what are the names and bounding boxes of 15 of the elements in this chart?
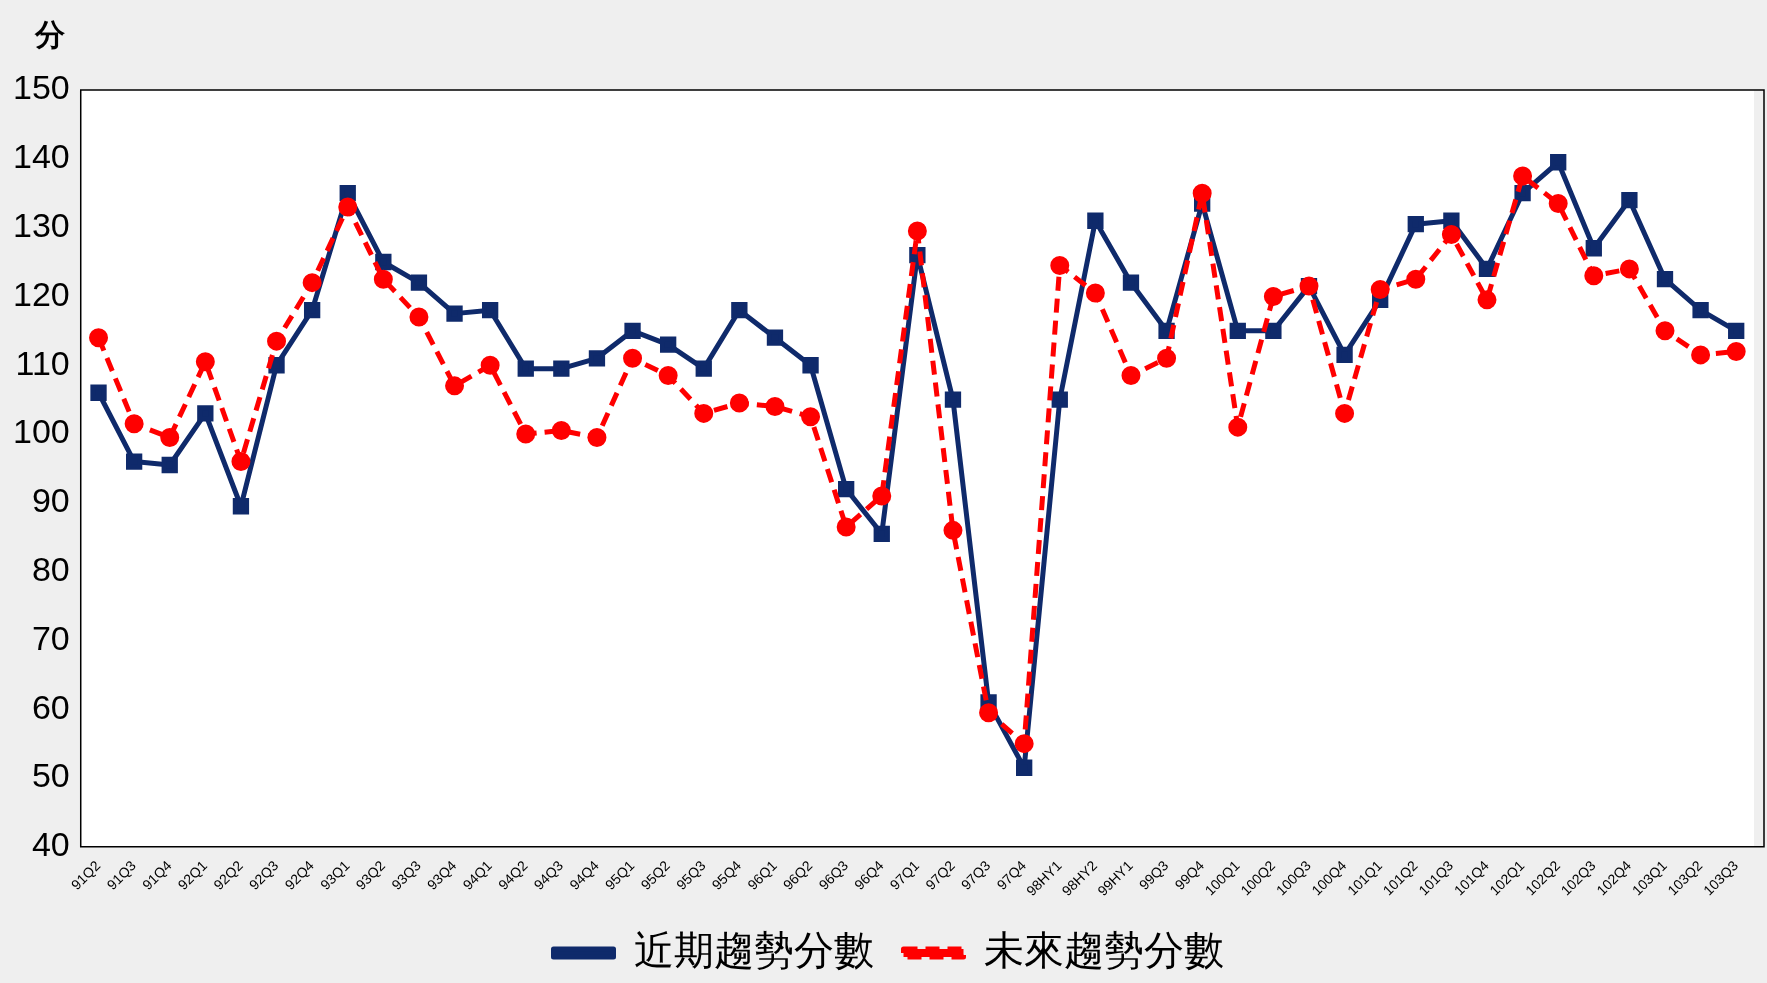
- legend-label: 近期趨勢分數: [633, 928, 874, 973]
- y-tick-label: 40: [31, 825, 70, 864]
- y-tick-label: 80: [31, 550, 70, 589]
- legend-label: 未來趨勢分數: [983, 928, 1224, 973]
- y-tick-label: 90: [31, 481, 70, 520]
- y-tick-label: 70: [31, 618, 70, 657]
- y-tick-label: 100: [12, 412, 70, 451]
- y-tick-label: 120: [12, 274, 70, 313]
- y-tick-label: 60: [31, 687, 70, 726]
- y-tick-label: 50: [31, 756, 70, 795]
- y-tick-label: 150: [12, 68, 70, 107]
- y-axis-title: 分: [34, 18, 65, 52]
- y-tick-label: 110: [15, 343, 70, 382]
- y-tick-label: 130: [12, 205, 70, 244]
- y-tick-label: 140: [12, 137, 70, 176]
